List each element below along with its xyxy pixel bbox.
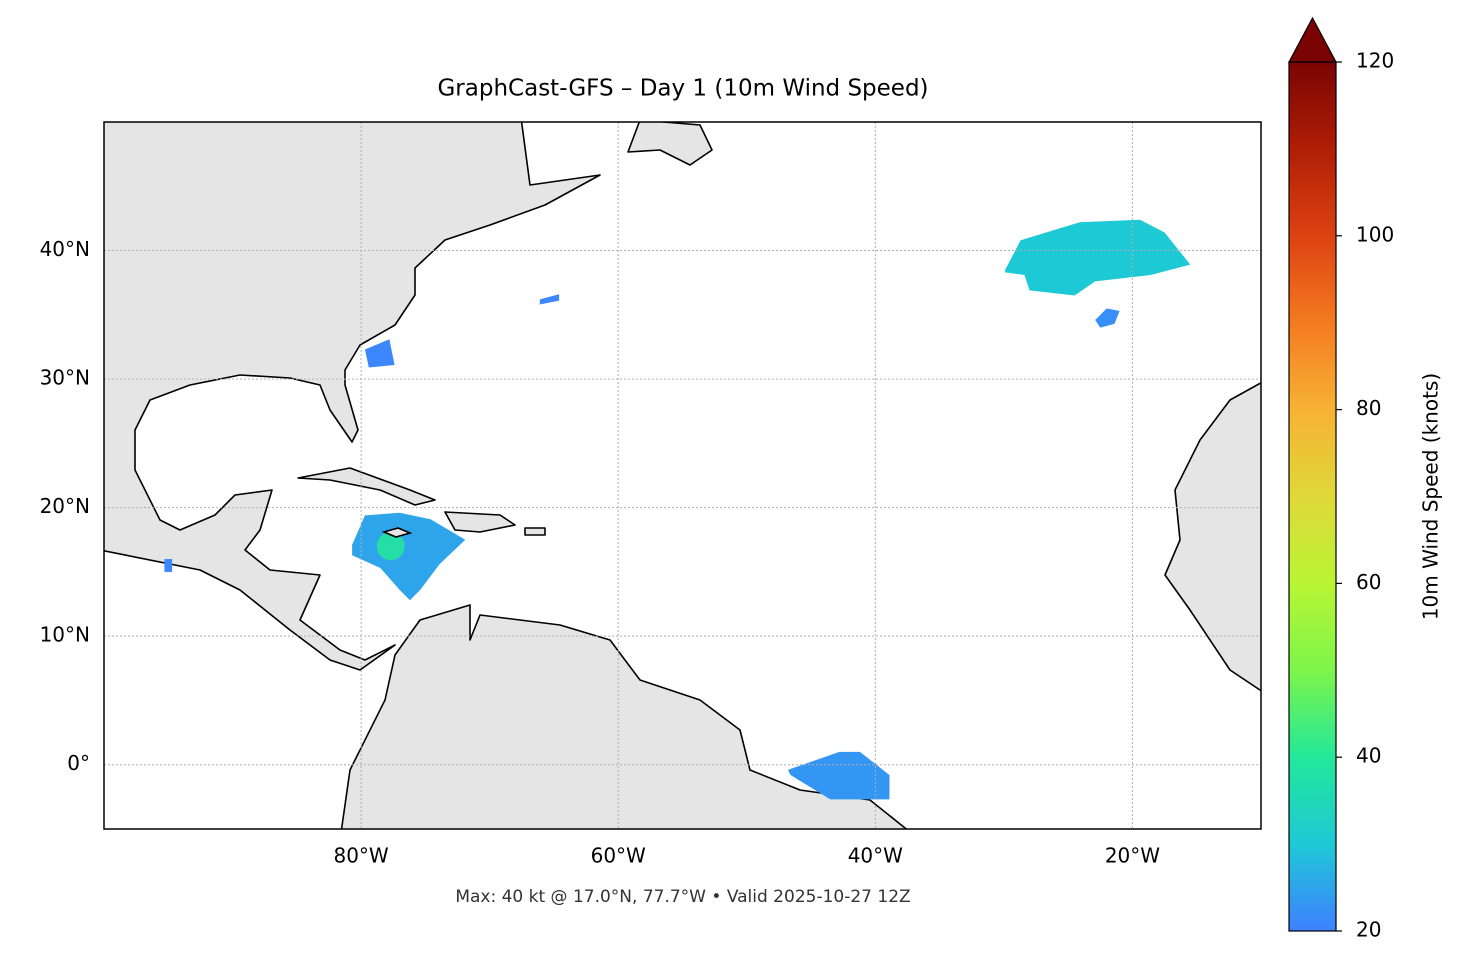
annotation: Max: 40 kt @ 17.0°N, 77.7°W • Valid 2025… xyxy=(455,887,910,907)
newfoundland xyxy=(627,122,713,166)
y-tick-label: 20°N xyxy=(40,494,90,518)
x-tick-label: 20°W xyxy=(1105,844,1160,868)
colorbar-tick-label: 20 xyxy=(1356,918,1381,942)
hispaniola xyxy=(444,511,516,533)
plot-frame xyxy=(103,121,1262,830)
cuba xyxy=(297,467,436,506)
jamaica-outline xyxy=(381,527,413,538)
wind-layer xyxy=(164,219,1191,800)
map-area xyxy=(104,122,1261,829)
colorbar: 20 40 60 80 100 120 10m Wind Speed (knots) xyxy=(1287,16,1443,942)
colorbar-tick-label: 80 xyxy=(1356,396,1381,420)
north-america xyxy=(104,122,601,671)
x-tick-label: 60°W xyxy=(591,844,646,868)
grid xyxy=(104,122,1261,829)
wind-area xyxy=(1095,308,1120,328)
africa xyxy=(1164,381,1261,692)
wind-area xyxy=(1005,219,1191,296)
wind-area xyxy=(352,512,466,601)
colorbar-label: 10m Wind Speed (knots) xyxy=(1419,373,1443,620)
south-america xyxy=(340,604,908,829)
colorbar-tick-label: 100 xyxy=(1356,222,1394,246)
chart-title: GraphCast-GFS – Day 1 (10m Wind Speed) xyxy=(437,76,928,102)
wind-area xyxy=(539,294,560,305)
puerto-rico xyxy=(524,527,546,536)
colorbar-tick-label: 120 xyxy=(1356,49,1394,73)
wind-peak xyxy=(376,532,405,561)
y-tick-label: 30°N xyxy=(40,366,90,390)
colorbar-tick-label: 60 xyxy=(1356,570,1381,594)
x-tick-label: 80°W xyxy=(333,844,388,868)
axes: 80°W 60°W 40°W 20°W 0° 10°N 20°N 30°N 40°N xyxy=(40,237,1161,867)
colorbar-extend xyxy=(1287,16,1338,63)
y-tick-label: 40°N xyxy=(40,237,90,261)
x-tick-label: 40°W xyxy=(848,844,903,868)
wind-area xyxy=(787,751,890,800)
wind-area xyxy=(364,339,395,368)
y-tick-label: 0° xyxy=(67,751,90,775)
y-tick-label: 10°N xyxy=(40,623,90,647)
colorbar-scale xyxy=(1288,61,1337,932)
colorbar-tick-label: 40 xyxy=(1356,744,1381,768)
wind-area xyxy=(164,559,173,572)
